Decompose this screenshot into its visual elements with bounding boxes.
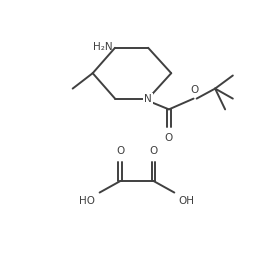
Text: O: O: [165, 133, 173, 143]
Text: O: O: [190, 85, 199, 95]
Text: H₂N: H₂N: [93, 42, 113, 52]
Text: O: O: [116, 146, 125, 156]
Text: N: N: [144, 94, 152, 104]
Text: O: O: [149, 146, 158, 156]
Text: HO: HO: [79, 196, 95, 206]
Text: OH: OH: [178, 196, 194, 206]
